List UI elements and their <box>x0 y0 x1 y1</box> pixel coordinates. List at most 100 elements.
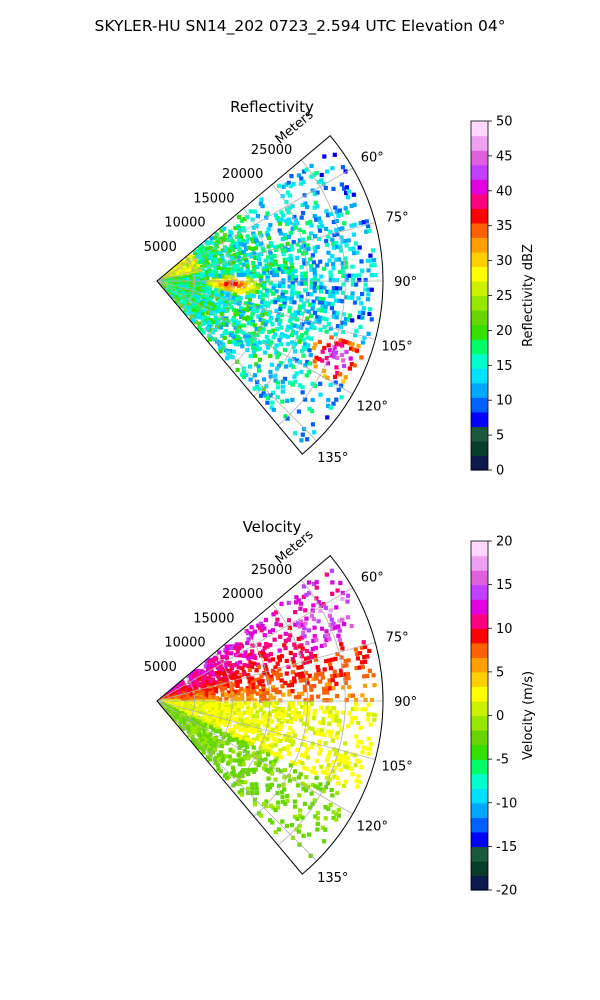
radar-cell <box>287 358 292 363</box>
radar-cell <box>364 746 369 751</box>
radar-cell <box>303 250 309 256</box>
radar-cell <box>334 397 339 402</box>
radar-cell <box>340 239 345 244</box>
radar-cell <box>253 245 258 251</box>
radar-cell <box>334 681 339 686</box>
azimuth-tick-label: 90° <box>394 275 417 290</box>
radar-cell <box>298 606 303 611</box>
radar-cell <box>285 737 290 742</box>
radar-cell <box>350 318 355 323</box>
radar-cell <box>231 783 236 788</box>
radar-cell <box>287 689 292 694</box>
radar-cell <box>262 626 267 631</box>
radar-cell <box>304 592 309 598</box>
radar-cell <box>336 807 341 812</box>
radar-cell <box>251 349 257 354</box>
radar-cell <box>258 621 263 626</box>
radar-cell <box>306 708 311 713</box>
radar-cell <box>273 808 278 813</box>
radar-cell <box>185 725 190 731</box>
radar-cell <box>274 289 279 294</box>
radar-cell <box>251 769 257 774</box>
radar-cell <box>252 705 257 710</box>
radar-cell <box>253 235 258 241</box>
radar-cell <box>336 673 341 678</box>
radar-cell <box>322 642 327 648</box>
radar-cell <box>174 714 179 719</box>
radar-cell <box>208 732 213 737</box>
radar-cell <box>207 287 213 292</box>
radar-cell <box>233 689 238 694</box>
radar-cell <box>218 325 223 330</box>
radar-cell <box>218 349 223 354</box>
radar-cell <box>353 273 359 278</box>
radar-cell <box>268 643 273 648</box>
radar-cell <box>245 786 251 791</box>
radar-cell <box>268 760 274 765</box>
radar-cell <box>312 683 317 689</box>
radar-cell <box>169 295 174 300</box>
radar-cell <box>252 700 257 705</box>
radar-cell <box>207 337 213 342</box>
radar-cell <box>348 766 354 771</box>
radar-cell <box>340 265 346 270</box>
radar-cell <box>242 216 247 222</box>
radar-cell <box>365 717 371 722</box>
colorbar-tick-label: 20 <box>496 324 513 339</box>
radar-cell <box>253 655 258 661</box>
radar-cell <box>257 679 262 684</box>
radar-cell <box>272 332 278 337</box>
radar-cell <box>214 695 219 701</box>
radar-cell <box>301 179 306 185</box>
radar-cell <box>301 169 307 174</box>
radar-cell <box>250 246 255 252</box>
radar-cell <box>328 211 334 217</box>
radar-cell <box>189 694 194 699</box>
radar-cell <box>289 679 294 685</box>
radar-cell <box>256 734 261 739</box>
radar-cell <box>251 333 256 338</box>
radar-cell <box>304 766 309 772</box>
radar-cell <box>258 251 264 257</box>
radar-cell <box>296 829 302 834</box>
radar-cell <box>189 704 194 709</box>
radar-cell <box>363 707 368 712</box>
radar-cell <box>197 247 203 252</box>
radar-cell <box>274 622 279 627</box>
radar-cell <box>267 749 272 755</box>
radar-cell <box>203 664 208 669</box>
colorbar-segment <box>471 773 488 789</box>
radar-cell <box>274 709 279 714</box>
radar-cell <box>306 705 311 710</box>
radar-cell <box>210 707 216 712</box>
radar-cell <box>240 773 245 779</box>
radar-cell <box>260 312 265 318</box>
radar-cell <box>302 754 308 759</box>
radar-cell <box>250 312 255 317</box>
radar-cell <box>293 275 299 280</box>
colorbar-segment <box>471 555 488 571</box>
radar-cell <box>260 741 265 746</box>
radar-cell <box>227 286 232 292</box>
radar-cell <box>290 835 295 840</box>
radar-cell <box>208 672 213 677</box>
radar-cell <box>238 242 243 247</box>
radar-cell <box>281 252 286 257</box>
radar-cell <box>312 234 318 239</box>
radar-cell <box>237 781 242 787</box>
azimuth-tick-label: 105° <box>381 339 412 354</box>
radar-cell <box>315 190 320 195</box>
radar-cell <box>357 651 363 656</box>
radar-cell <box>207 301 212 306</box>
radar-cell <box>189 282 194 287</box>
radar-cell <box>354 651 360 656</box>
radar-cell <box>242 743 247 748</box>
radar-cell <box>268 818 273 823</box>
radar-cell <box>333 298 339 303</box>
radar-cell <box>237 301 242 306</box>
radar-cell <box>312 708 317 714</box>
radar-cell <box>251 730 256 735</box>
radar-cell <box>320 300 326 306</box>
radar-cell <box>325 213 331 218</box>
radar-cell <box>330 674 335 679</box>
